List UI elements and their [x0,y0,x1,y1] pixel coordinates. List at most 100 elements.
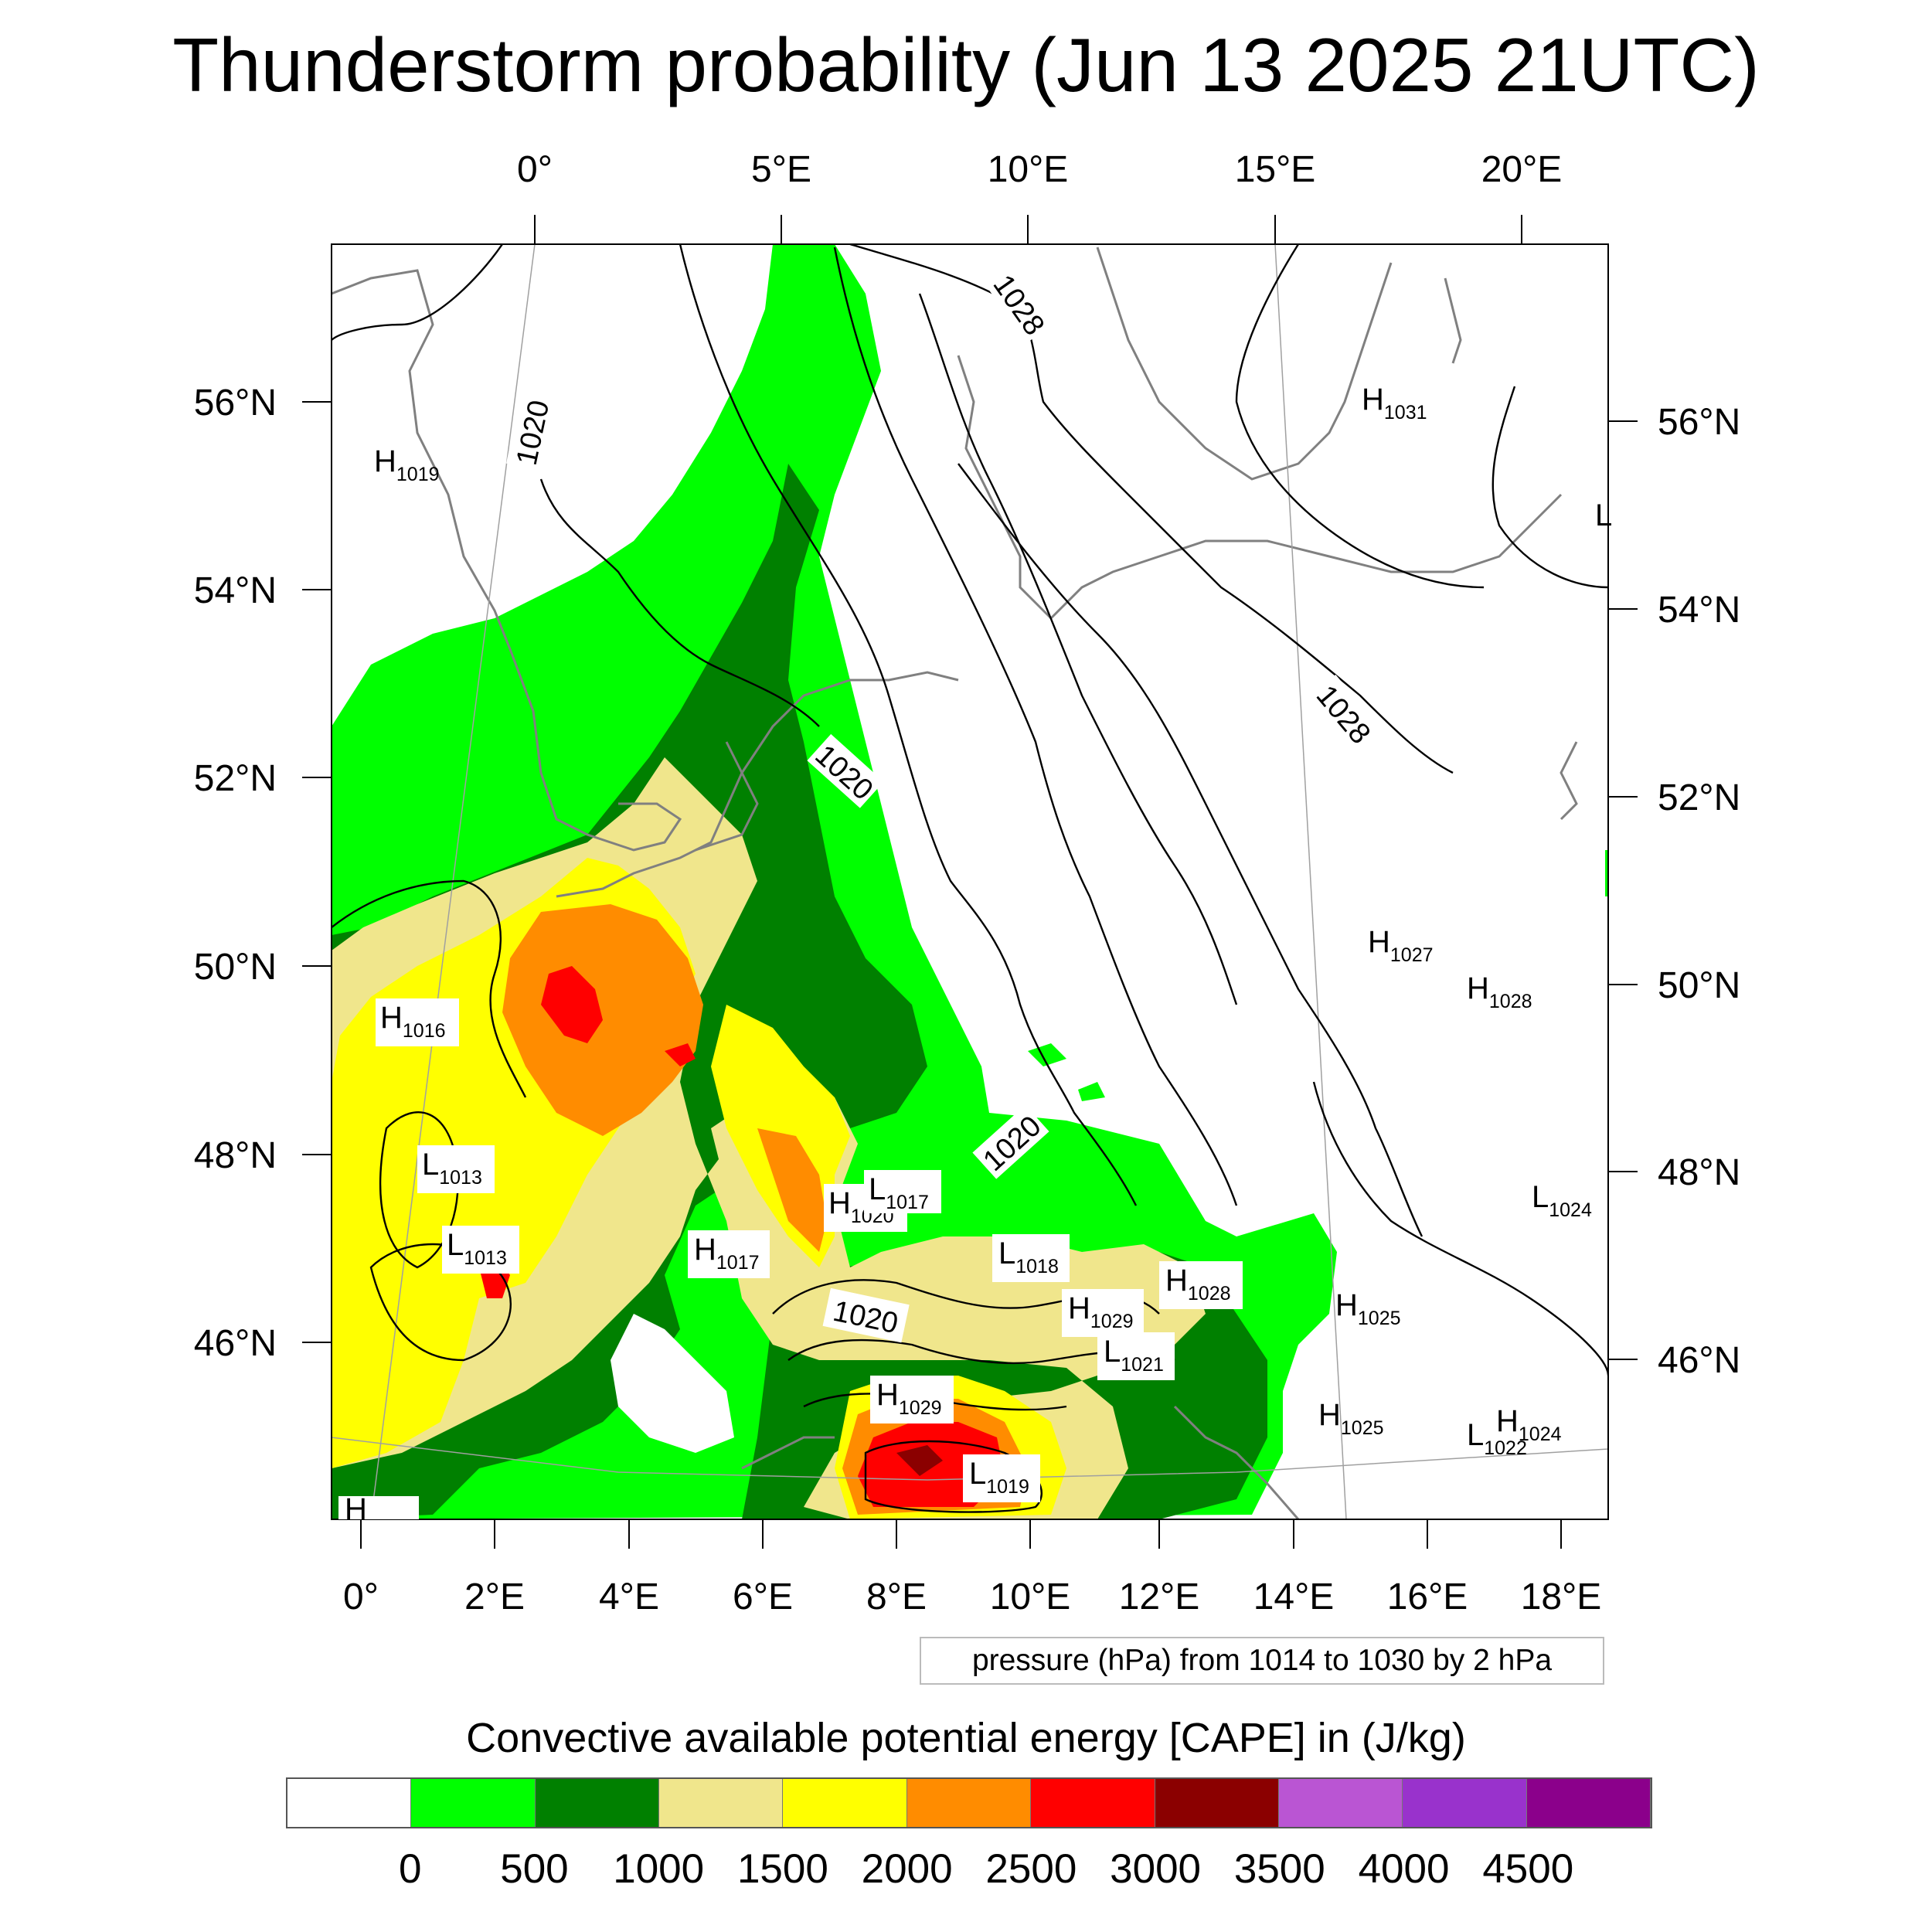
coastline-europe-north [556,671,959,898]
svg-text:H1028: H1028 [1467,971,1532,1012]
isobar-label-bg [985,264,1056,344]
coastline-baltic [1049,493,1563,620]
right-lat-label: 54°N [1658,590,1740,631]
bottom-lon-label: 4°E [599,1577,659,1617]
pressure-contour-note: pressure (hPa) from 1014 to 1030 by 2 hP… [920,1637,1604,1685]
left-lat-label: 54°N [194,570,277,611]
colorbar-swatch [1526,1779,1651,1827]
tick-marks [302,215,1638,1549]
svg-text:L1017: L1017 [869,1172,929,1213]
svg-text:H1029: H1029 [876,1378,942,1419]
bottom-lon-label: 8°E [866,1577,927,1617]
colorbar-swatch [535,1779,660,1827]
bottom-lon-label: 14°E [1253,1577,1335,1617]
isobar-1026 [918,293,1238,1005]
svg-text:H1017: H1017 [694,1233,760,1274]
pressure-center-high: H [338,1492,419,1526]
isobar-label-bg [807,733,884,808]
isobar-low-west-2 [369,1243,512,1362]
top-axis-labels: 0° 5°E 10°E 15°E 20°E [517,149,1562,190]
svg-text:L1019: L1019 [969,1457,1029,1498]
colorbar-title: Convective available potential energy [C… [466,1715,1466,1761]
svg-text:L1022: L1022 [1467,1418,1527,1459]
top-lon-label: 15°E [1235,149,1316,190]
colorbar-swatch [1403,1779,1527,1827]
pressure-center-low: L1024 [1532,1180,1592,1221]
map-title: Thunderstorm probability (Jun 13 2025 21… [172,22,1760,107]
pressure-center-high: H1027 [1368,925,1434,966]
svg-text:H1027: H1027 [1368,925,1434,966]
right-lat-label: 50°N [1658,965,1740,1006]
colorbar-tick-label: 4000 [1358,1846,1450,1892]
isobar-label-bg [822,1287,910,1343]
isobar-1024 [833,247,1238,1206]
bottom-lon-label: 18°E [1521,1577,1602,1617]
cape-2500-3000-region [541,966,603,1043]
pressure-center-high: H1024 [1496,1404,1562,1445]
bottom-lon-label: 0° [343,1577,379,1617]
cape-0-500-blob [1028,1043,1066,1066]
colorbar-swatch [659,1779,784,1827]
pressure-center-high: H1031 [1362,383,1427,423]
isobar-1022 [679,244,1138,1206]
coastline-denmark [957,355,1053,620]
colorbar [286,1777,1652,1828]
pressure-center-high: H1017 [688,1230,770,1278]
pressure-center-low: L1017 [864,1170,941,1213]
coastline-britain [332,269,682,852]
svg-text:L1013: L1013 [422,1148,482,1189]
svg-text:H1025: H1025 [1335,1288,1401,1329]
colorbar-tick-label: 0 [398,1846,422,1892]
left-lat-label: 56°N [194,383,277,423]
svg-text:H1020: H1020 [828,1186,894,1227]
left-lat-label: 50°N [194,947,277,988]
pressure-center-high: H1025 [1335,1288,1401,1329]
isobar-1020-north [332,244,503,341]
isobar-1028-mid [957,463,1423,1237]
top-lon-label: 0° [517,149,553,190]
bottom-lon-label: 10°E [990,1577,1071,1617]
isobar-value-label: 1020 [511,397,556,468]
svg-text:H1025: H1025 [1318,1398,1384,1439]
colorbar-tick-label: 500 [500,1846,569,1892]
colorbar-tick-label: 2500 [985,1846,1077,1892]
svg-text:H1024: H1024 [1496,1404,1562,1445]
svg-text:H: H [345,1492,367,1526]
right-lat-label: 52°N [1658,777,1740,818]
isobars [332,244,1608,1513]
right-axis-labels: 56°N 54°N 52°N 50°N 48°N 46°N [1658,402,1740,1381]
colorbar-tick-label: 1500 [736,1846,828,1892]
colorbar-tick-label: 4500 [1482,1846,1574,1892]
svg-text:L1018: L1018 [998,1236,1059,1277]
svg-text:H1028: H1028 [1165,1264,1231,1304]
svg-text:L1013: L1013 [447,1228,507,1269]
colorbar-tick-label: 1000 [613,1846,705,1892]
cape-0-500-blob [1078,1082,1105,1101]
isobar-low-south [864,1440,1043,1513]
svg-text:L1021: L1021 [1104,1335,1164,1376]
colorbar-swatch [783,1779,907,1827]
cape-2000-2500-east [757,1128,827,1252]
left-lat-label: 52°N [194,758,277,799]
pressure-center-low: L1021 [1097,1332,1175,1380]
pressure-center-high: H1029 [1062,1289,1144,1337]
colorbar-swatch [1031,1779,1155,1827]
pressure-center-low: L1022 [1467,1418,1527,1459]
top-lon-label: 10°E [988,149,1069,190]
meridian-15e [1274,244,1347,1519]
pressure-center-low: L [1595,498,1612,532]
bottom-lon-label: 12°E [1119,1577,1200,1617]
isobar-label-bg [506,393,556,471]
pressure-centers: H1019 H1031 H1016 L1013 L1013 H1017 H102… [338,383,1612,1526]
isobar-east-south [1312,1081,1608,1376]
top-lon-label: 5°E [751,149,811,190]
colorbar-tick-label: 3000 [1110,1846,1202,1892]
pressure-center-high: H1029 [870,1376,954,1423]
isobar-1028-north [849,244,1454,774]
right-lat-label: 46°N [1658,1340,1740,1381]
parallel-south [332,1437,1608,1481]
left-axis-labels: 56°N 54°N 52°N 50°N 48°N 46°N [194,383,277,1364]
colorbar-swatch [411,1779,536,1827]
colorbar-swatch [1155,1779,1279,1827]
